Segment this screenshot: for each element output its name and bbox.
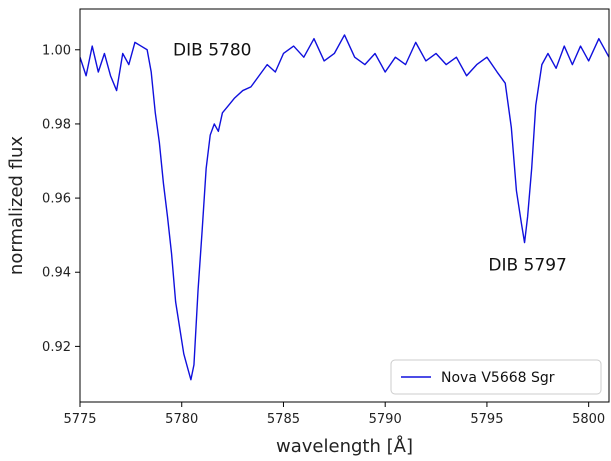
plot-area [80,34,609,381]
labels-layer: 5775 5780 5785 5790 5795 5800 0.92 0.94 0.96 0.98… [6,43,605,457]
y-axis-label: normalized flux [6,136,27,275]
annotation-label-1: DIB 5797 [488,255,566,275]
legend-layer: Nova V5668 Sgr [390,359,602,395]
axes-frame [79,8,610,403]
axes-layer [75,8,610,407]
x-tick-label: 5790 [369,412,402,427]
x-axis-label: wavelength [Å] [276,435,413,457]
x-tick-label: 5785 [267,412,300,427]
y-tick-label: 1.00 [42,43,71,58]
y-tick-label: 0.94 [42,266,71,281]
legend-label: Nova V5668 Sgr [441,370,555,386]
annotations-layer: DIB 5780 DIB 5797 [173,40,567,275]
annotation-label-0: DIB 5780 [173,40,251,60]
series-line-0 [80,34,609,381]
x-tick-label: 5800 [572,412,605,427]
y-tick-label: 0.96 [42,192,71,207]
legend-box [390,359,602,395]
x-tick-label: 5780 [165,412,198,427]
y-tick-label: 0.98 [42,117,71,132]
x-tick-label: 5795 [470,412,503,427]
x-tick-label: 5775 [63,412,96,427]
y-tick-label: 0.92 [42,340,71,355]
